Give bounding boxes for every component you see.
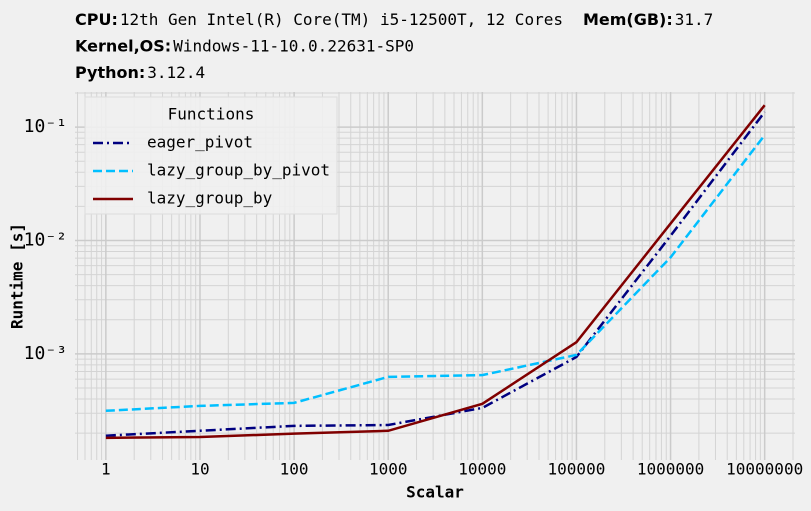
x-tick-label: 100000 [548,460,606,479]
legend-label: eager_pivot [147,133,253,152]
title-value: Windows-11-10.0.22631-SP0 [173,36,414,55]
title-line: CPU: 12th Gen Intel(R) Core(TM) i5-12500T… [75,10,713,29]
title-label: CPU: [75,10,118,29]
title-label: Kernel,OS: [75,36,171,55]
y-tick-label: 10⁻³ [24,343,67,364]
title-value: 12th Gen Intel(R) Core(TM) i5-12500T, 12… [120,10,563,29]
y-tick-label: 10⁻² [24,230,67,251]
legend-title: Functions [168,105,255,124]
title-label: Mem(GB): [583,10,673,29]
series-line [105,134,766,413]
x-tick-label: 100 [280,460,309,479]
title-line: Python: 3.12.4 [75,63,205,82]
x-tick-label: 10000 [458,460,506,479]
x-tick-label: 1000 [369,460,408,479]
title-value: 3.12.4 [147,63,205,82]
legend-label: lazy_group_by [147,189,273,208]
title-value: 31.7 [675,10,714,29]
legend-label: lazy_group_by_pivot [147,161,330,180]
legend-box [84,96,338,215]
y-axis-label: Runtime [s] [8,223,27,329]
title-line: Kernel,OS: Windows-11-10.0.22631-SP0 [75,36,414,55]
x-axis-label: Scalar [406,483,464,502]
series-line [105,104,766,440]
x-tick-label: 1000000 [637,460,704,479]
x-tick-label: 1 [101,460,111,479]
x-tick-label: 10000000 [726,460,803,479]
title-label: Python: [75,63,145,82]
y-tick-label: 10⁻¹ [24,116,67,137]
series-line [105,111,766,437]
x-tick-label: 10 [190,460,209,479]
